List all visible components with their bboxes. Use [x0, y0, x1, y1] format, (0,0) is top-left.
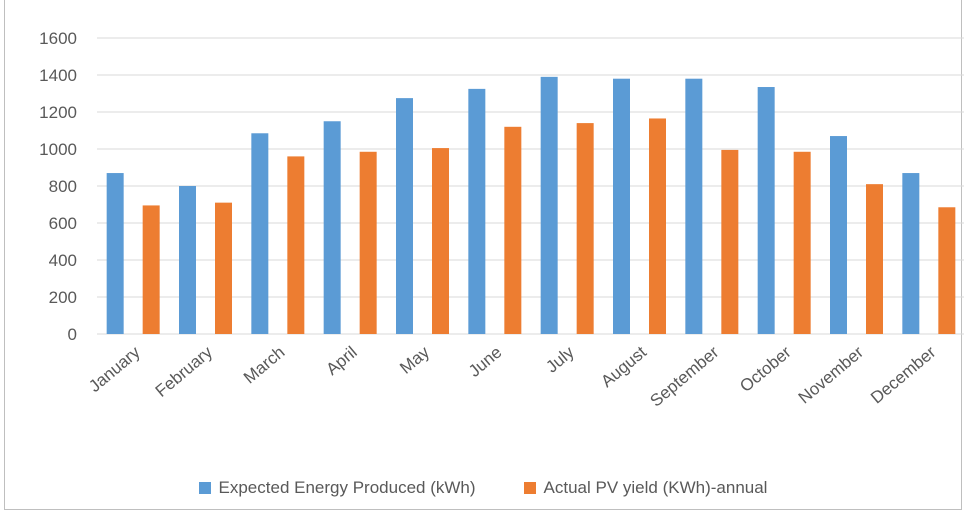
bar-actual [215, 202, 232, 334]
bar-actual [938, 207, 956, 334]
x-category-label: October [736, 342, 795, 396]
y-tick-label: 1400 [39, 66, 77, 85]
x-category-label: August [597, 342, 650, 391]
legend-label-actual: Actual PV yield (KWh)-annual [543, 478, 768, 497]
y-axis-ticks: 0 200 400 600 800 1000 1200 1400 1600 [39, 29, 77, 344]
bars [106, 76, 956, 335]
y-tick-label: 1600 [39, 29, 77, 48]
bar-actual [576, 123, 594, 334]
x-category-label: February [152, 342, 217, 401]
bar-actual [287, 156, 305, 334]
bar-expected [468, 88, 486, 334]
bar-expected [830, 136, 847, 334]
bar-actual [866, 184, 883, 334]
x-category-label: September [646, 342, 722, 410]
y-tick-label: 0 [68, 325, 77, 344]
legend-swatch-actual [523, 482, 536, 494]
bar-actual [359, 151, 377, 334]
y-tick-label: 600 [49, 214, 77, 233]
bar-actual [504, 126, 522, 334]
x-category-label: November [795, 342, 868, 407]
y-tick-label: 1200 [39, 103, 77, 122]
bar-expected [106, 173, 124, 334]
grid-lines [97, 37, 964, 335]
bar-expected [613, 78, 630, 334]
bar-expected [902, 173, 920, 334]
bar-actual [142, 205, 160, 334]
bar-expected [685, 78, 703, 334]
y-tick-label: 400 [49, 251, 77, 270]
legend: Expected Energy Produced (kWh) Actual PV… [5, 478, 961, 498]
bar-expected [323, 121, 341, 334]
bar-actual [793, 151, 811, 334]
legend-item-expected: Expected Energy Produced (kWh) [198, 478, 476, 498]
bar-expected [251, 133, 269, 334]
legend-swatch-expected [198, 482, 211, 494]
x-category-label: December [867, 342, 940, 407]
x-category-label: March [240, 343, 288, 388]
legend-item-actual: Actual PV yield (KWh)-annual [523, 478, 768, 498]
bar-chart: 0 200 400 600 800 1000 1200 1400 1600 January Feb… [39, 29, 964, 411]
x-category-label: June [465, 343, 505, 381]
chart-frame: 0 200 400 600 800 1000 1200 1400 1600 January Feb… [4, 0, 964, 510]
bar-expected [540, 76, 558, 334]
bar-actual [721, 149, 739, 334]
x-category-label: May [396, 342, 433, 378]
x-category-label: April [322, 343, 360, 379]
bar-expected [396, 98, 413, 334]
legend-label-expected: Expected Energy Produced (kWh) [218, 478, 476, 497]
bar-actual [649, 118, 666, 334]
bar-expected [179, 186, 196, 334]
x-category-label: January [85, 342, 144, 396]
bar-expected [757, 87, 775, 335]
y-tick-label: 200 [49, 288, 77, 307]
bar-actual [432, 148, 449, 334]
y-tick-label: 1000 [39, 140, 77, 159]
x-axis-labels: January February March April May June July Augu… [85, 342, 939, 410]
y-tick-label: 800 [49, 177, 77, 196]
x-category-label: July [542, 342, 578, 376]
